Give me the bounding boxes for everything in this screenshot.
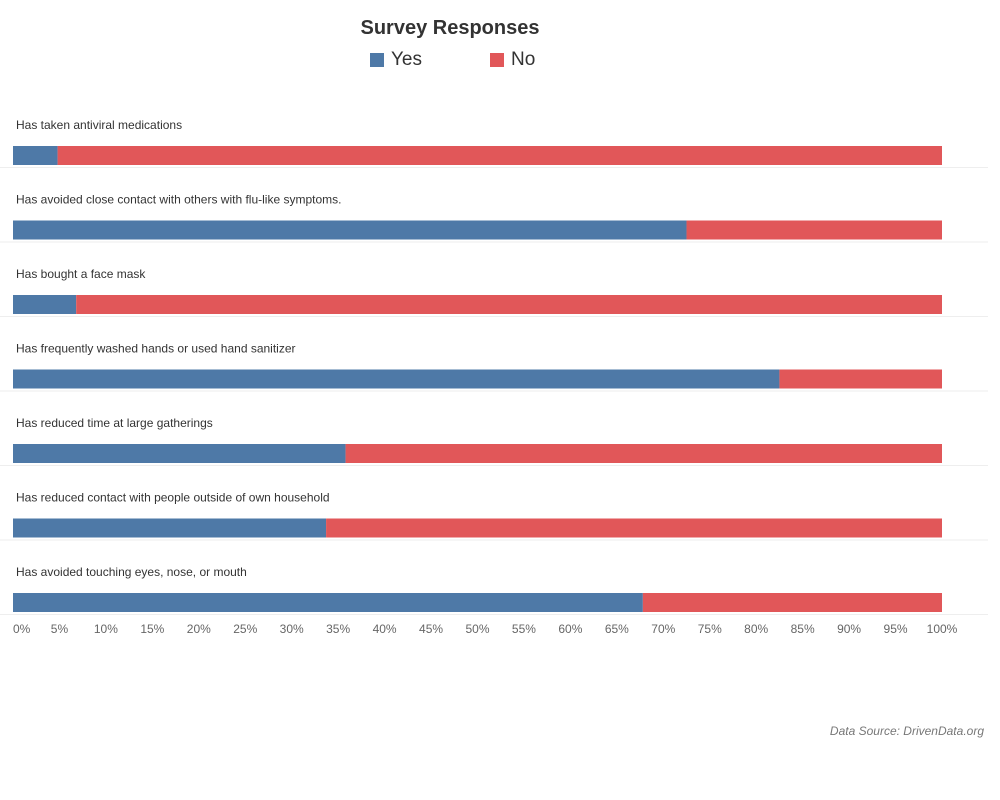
bar-yes: [13, 369, 780, 389]
category-label: Has reduced contact with people outside …: [16, 491, 330, 505]
category-label: Has bought a face mask: [16, 267, 146, 281]
bar-no: [642, 593, 942, 612]
x-tick-label: 60%: [558, 622, 582, 636]
x-tick-label: 45%: [419, 622, 443, 636]
bar-no: [686, 220, 942, 240]
bar-yes: [13, 444, 346, 463]
x-tick-label: 20%: [187, 622, 211, 636]
bar-yes: [13, 146, 58, 165]
x-tick-label: 80%: [744, 622, 768, 636]
bar-no: [779, 369, 942, 389]
x-tick-label: 85%: [791, 622, 815, 636]
bar-yes: [13, 295, 77, 314]
x-tick-label: 100%: [927, 622, 958, 636]
x-tick-label: 40%: [373, 622, 397, 636]
legend-swatch-no: [490, 53, 504, 67]
x-tick-label: 25%: [233, 622, 257, 636]
x-tick-label: 10%: [94, 622, 118, 636]
data-source-note: Data Source: DrivenData.org: [829, 724, 984, 738]
x-tick-label: 15%: [140, 622, 164, 636]
category-label: Has avoided touching eyes, nose, or mout…: [16, 565, 247, 579]
bar-no: [76, 295, 942, 314]
x-tick-label: 75%: [698, 622, 722, 636]
category-label: Has reduced time at large gatherings: [16, 416, 213, 430]
bar-no: [57, 146, 943, 165]
x-tick-label: 70%: [651, 622, 675, 636]
category-label: Has avoided close contact with others wi…: [16, 193, 341, 207]
bar-yes: [13, 518, 327, 538]
x-tick-label: 90%: [837, 622, 861, 636]
chart-title: Survey Responses: [360, 17, 540, 39]
legend-swatch-yes: [370, 53, 384, 67]
x-tick-label: 5%: [51, 622, 69, 636]
x-tick-label: 30%: [280, 622, 304, 636]
x-tick-label: 35%: [326, 622, 350, 636]
legend-label-yes: Yes: [391, 49, 422, 70]
bar-yes: [13, 220, 687, 240]
bar-no: [326, 518, 942, 538]
x-tick-label: 50%: [465, 622, 489, 636]
x-tick-label: 65%: [605, 622, 629, 636]
bar-no: [345, 444, 942, 463]
bar-yes: [13, 593, 643, 612]
legend-label-no: No: [511, 49, 536, 70]
x-tick-label: 55%: [512, 622, 536, 636]
x-tick-label: 95%: [884, 622, 908, 636]
category-label: Has taken antiviral medications: [16, 118, 182, 132]
stacked-bar-chart: Has taken antiviral medications Has avoid…: [0, 118, 988, 636]
x-tick-label: 0%: [13, 622, 31, 636]
category-label: Has frequently washed hands or used hand…: [16, 342, 296, 356]
